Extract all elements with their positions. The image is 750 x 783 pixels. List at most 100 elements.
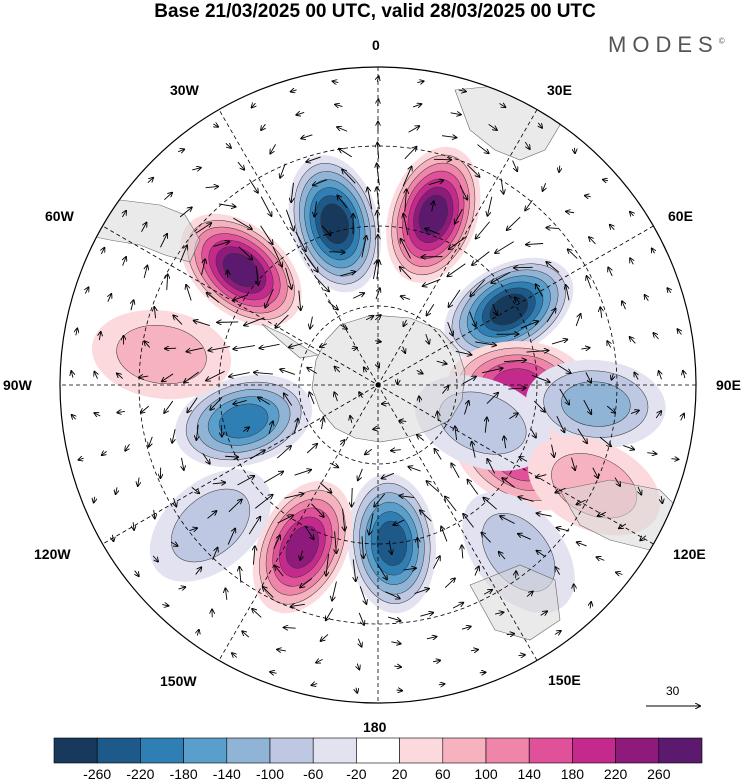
wind-vector-arrow xyxy=(76,328,77,336)
wind-vector-arrow xyxy=(141,223,147,232)
wind-vector-arrow xyxy=(389,540,391,554)
wind-vector-arrow xyxy=(125,444,129,450)
wind-vector-arrow xyxy=(310,316,313,329)
wind-vector-arrow xyxy=(255,495,272,509)
wind-vector-arrow xyxy=(173,497,176,506)
wind-vector-arrow xyxy=(311,503,323,517)
wind-vector-arrow xyxy=(242,427,249,431)
wind-vector-arrow xyxy=(537,513,552,516)
wind-vector-arrow xyxy=(291,90,297,92)
wind-vector-arrow xyxy=(476,221,490,239)
wind-vector-arrow xyxy=(502,478,515,488)
wind-vector-arrow xyxy=(99,332,100,341)
wind-vector-arrow xyxy=(403,346,406,353)
wind-vector-arrow xyxy=(458,90,466,91)
wind-vector-arrow xyxy=(661,495,662,503)
wind-vector-arrow xyxy=(164,400,174,413)
wind-vector-arrow xyxy=(117,373,124,379)
colorbar-swatch xyxy=(312,737,357,764)
wind-vector-arrow xyxy=(213,124,218,127)
wind-vector-arrow xyxy=(184,371,199,383)
wind-vector-arrow xyxy=(238,246,253,260)
wind-vector-arrow xyxy=(333,81,339,82)
wind-vector-arrow xyxy=(225,588,226,600)
wind-vector-arrow xyxy=(213,242,230,247)
wind-vector-arrow xyxy=(233,345,256,350)
wind-vector-arrow xyxy=(294,470,312,476)
wind-vector-arrow xyxy=(206,370,225,380)
wind-vector-arrow xyxy=(377,211,379,234)
colorbar xyxy=(53,737,703,764)
lon-label-120e: 120E xyxy=(673,546,706,562)
colorbar-tick-label: 60 xyxy=(435,766,451,782)
wind-vector-arrow xyxy=(260,225,273,244)
wind-vector-arrow xyxy=(555,487,566,492)
wind-vector-arrow xyxy=(495,241,514,254)
colorbar-tick-label: 20 xyxy=(391,766,408,782)
lon-label-120w: 120W xyxy=(34,546,71,562)
wind-vector-arrow xyxy=(258,397,270,405)
wind-vector-arrow xyxy=(462,376,476,385)
wind-vector-arrow xyxy=(343,508,345,531)
wind-vector-arrow xyxy=(252,103,256,107)
wind-vector-arrow xyxy=(536,284,543,297)
wind-vector-arrow xyxy=(538,122,542,128)
wind-vector-arrow xyxy=(589,237,596,245)
lon-label-60w: 60W xyxy=(45,208,74,224)
wind-vector-arrow xyxy=(518,655,525,656)
wind-vector-arrow xyxy=(377,363,379,368)
wind-vector-arrow xyxy=(590,602,591,609)
anomaly-neg-130w xyxy=(149,469,272,582)
wind-vector-arrow xyxy=(634,372,638,380)
wind-vector-arrow xyxy=(373,428,381,429)
wind-vector-arrow xyxy=(359,392,362,398)
wind-vector-arrow xyxy=(280,369,296,375)
wind-vector-arrow xyxy=(319,482,331,493)
wind-vector-arrow xyxy=(233,294,249,300)
wind-vector-arrow xyxy=(508,388,525,389)
wind-vector-arrow xyxy=(574,147,575,153)
wind-vector-arrow xyxy=(275,314,289,328)
wind-vector-arrow xyxy=(334,367,341,373)
wind-vector-arrow xyxy=(144,266,147,279)
wind-vector-arrow xyxy=(391,642,400,644)
wind-vector-arrow xyxy=(353,293,364,299)
wind-vector-arrow xyxy=(71,371,73,378)
wind-vector-arrow xyxy=(94,372,97,379)
wind-vector-arrow xyxy=(284,393,293,406)
wind-vector-arrow xyxy=(335,104,343,106)
wind-vector-arrow xyxy=(186,285,192,301)
wind-vector-arrow xyxy=(461,626,471,629)
lon-label-150w: 150W xyxy=(160,673,197,689)
wind-vector-arrow xyxy=(340,325,347,329)
colorbar-swatch xyxy=(96,737,141,764)
wind-vector-arrow xyxy=(259,343,280,348)
wind-vector-arrow xyxy=(116,487,117,494)
wind-vector-arrow xyxy=(611,373,613,380)
wind-vector-arrow xyxy=(117,411,125,412)
wind-vector-arrow xyxy=(265,288,274,308)
wind-vector-arrow xyxy=(400,267,412,280)
wind-vector-arrow xyxy=(509,413,518,420)
wind-vector-arrow xyxy=(112,534,113,541)
wind-vector-arrow xyxy=(408,126,420,133)
wind-vector-arrow xyxy=(316,659,323,662)
wind-vector-arrow xyxy=(309,392,315,405)
wind-vector-arrow xyxy=(518,497,534,502)
wind-vector-arrow xyxy=(585,196,591,197)
wind-vector-arrow xyxy=(540,611,547,615)
modes-logo: MODES© xyxy=(608,32,725,57)
wind-vector-arrow xyxy=(361,236,367,258)
wind-vector-arrow xyxy=(474,566,479,576)
wind-vector-arrow xyxy=(377,163,380,186)
wind-vector-arrow xyxy=(467,480,479,495)
wind-vector-arrow xyxy=(630,258,633,265)
wind-vector-arrow xyxy=(94,413,101,416)
wind-vector-arrow xyxy=(152,555,158,562)
wind-vector-arrow xyxy=(212,483,226,484)
wind-vector-arrow xyxy=(263,471,283,484)
wind-vector-arrow xyxy=(630,410,639,413)
wind-vector-arrow xyxy=(225,143,231,148)
wind-vector-arrow xyxy=(653,333,659,340)
wind-vector-arrow xyxy=(261,123,265,130)
